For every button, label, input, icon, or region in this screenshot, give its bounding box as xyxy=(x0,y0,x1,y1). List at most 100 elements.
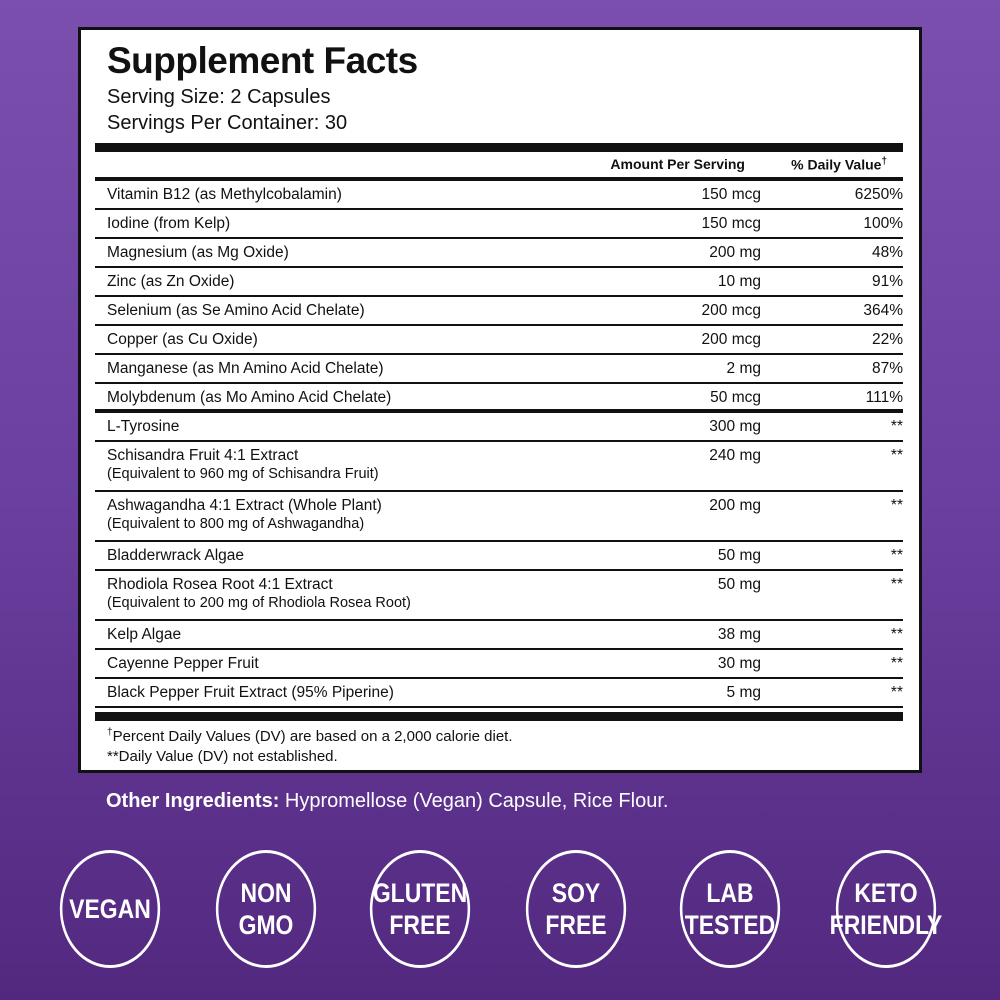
ingredient: Bladderwrack Algae xyxy=(95,547,611,565)
badge-text: FRIENDLY xyxy=(829,910,943,940)
amount: 150 mcg xyxy=(701,215,761,232)
amount: 38 mg xyxy=(717,626,761,643)
amount: 50 mg xyxy=(717,576,761,593)
ingredient-name: Bladderwrack Algae xyxy=(107,547,244,564)
footnote-text: Percent Daily Values (DV) are based on a… xyxy=(112,728,513,745)
ingredient-name: Molybdenum (as Mo Amino Acid Chelate) xyxy=(107,389,392,406)
amount: 10 mg xyxy=(717,273,761,290)
badge: LAB TESTED xyxy=(679,850,781,968)
ingredient-note: (Equivalent to 960 mg of Schisandra Frui… xyxy=(107,466,379,482)
badge-text: TESTED xyxy=(684,910,776,940)
daily-value: ** xyxy=(890,418,903,435)
ingredient-name: Cayenne Pepper Fruit xyxy=(107,655,259,672)
badge: KETO FRIENDLY xyxy=(830,850,942,968)
other-ingredients: Other Ingredients: Hypromellose (Vegan) … xyxy=(106,790,668,813)
table-row: Vitamin B12 (as Methylcobalamin) 150 mcg 6… xyxy=(95,181,903,210)
badge: GLUTEN FREE xyxy=(369,850,471,968)
badge-text: VEGAN xyxy=(69,894,151,924)
table: Vitamin B12 (as Methylcobalamin) 150 mcg 6… xyxy=(95,181,903,708)
ingredient-name: Copper (as Cu Oxide) xyxy=(107,331,258,348)
amount: 30 mg xyxy=(717,655,761,672)
table-row: Cayenne Pepper Fruit 30 mg ** xyxy=(95,650,903,679)
ingredient-name: Rhodiola Rosea Root 4:1 Extract xyxy=(107,576,333,593)
daily-value: 364% xyxy=(863,302,903,319)
text: Hypromellose (Vegan) Capsule, Rice Flour… xyxy=(284,790,669,812)
mark: † xyxy=(107,727,113,738)
daily-value: ** xyxy=(890,547,903,564)
daily-value: 6250% xyxy=(854,186,903,203)
ingredient-name: Schisandra Fruit 4:1 Extract xyxy=(107,447,299,464)
table-row: Manganese (as Mn Amino Acid Chelate) 2 mg… xyxy=(95,355,903,384)
ingredient: Zinc (as Zn Oxide) xyxy=(95,273,611,291)
table-row: Copper (as Cu Oxide) 200 mcg 22% xyxy=(95,326,903,355)
ingredient: Ashwagandha 4:1 Extract (Whole Plant) (Eq… xyxy=(95,497,611,533)
ingredient-name: Iodine (from Kelp) xyxy=(107,215,231,232)
footnote: †Percent Daily Values (DV) are based on … xyxy=(107,727,513,745)
daily-value: ** xyxy=(890,497,903,514)
ingredient-name: L-Tyrosine xyxy=(107,418,180,435)
badge-text: LAB xyxy=(706,878,754,908)
badge-text: NON xyxy=(240,878,292,908)
ingredient: Molybdenum (as Mo Amino Acid Chelate) xyxy=(95,389,611,407)
daily-value: 48% xyxy=(871,244,903,261)
mark: † xyxy=(881,156,887,167)
amount: 200 mcg xyxy=(701,302,761,319)
ingredient: Cayenne Pepper Fruit xyxy=(95,655,611,673)
daily-value: 100% xyxy=(863,215,903,232)
daily-value: ** xyxy=(890,684,903,701)
amount: 300 mg xyxy=(709,418,761,435)
divider xyxy=(95,143,903,152)
ingredient-name: Vitamin B12 (as Methylcobalamin) xyxy=(107,186,342,203)
column-header: Amount Per Serving xyxy=(610,156,745,172)
serving-size: Serving Size: 2 Capsules xyxy=(107,86,331,108)
ingredient: Iodine (from Kelp) xyxy=(95,215,611,233)
badge-text: GMO xyxy=(238,910,294,940)
ingredient-name: Ashwagandha 4:1 Extract (Whole Plant) xyxy=(107,497,382,514)
daily-value: 87% xyxy=(871,360,903,377)
ingredient: Magnesium (as Mg Oxide) xyxy=(95,244,611,262)
footnote: **Daily Value (DV) not established. xyxy=(107,748,338,765)
ingredient: Rhodiola Rosea Root 4:1 Extract (Equivale… xyxy=(95,576,611,612)
daily-value: ** xyxy=(890,655,903,672)
column-header: % Daily Value xyxy=(791,156,882,173)
daily-value: ** xyxy=(890,447,903,464)
ingredient-name: Black Pepper Fruit Extract (95% Piperine… xyxy=(107,684,394,701)
daily-value: 111% xyxy=(865,389,903,406)
amount: 200 mcg xyxy=(701,331,761,348)
ingredient: Manganese (as Mn Amino Acid Chelate) xyxy=(95,360,611,378)
column-header: % Daily Value† xyxy=(791,156,887,173)
table-row: Schisandra Fruit 4:1 Extract (Equivalent … xyxy=(95,442,903,492)
amount: 5 mg xyxy=(726,684,761,701)
amount: 240 mg xyxy=(709,447,761,464)
table-row: Bladderwrack Algae 50 mg ** xyxy=(95,542,903,571)
daily-value: 91% xyxy=(871,273,903,290)
badge: VEGAN xyxy=(59,850,161,968)
table-row: Kelp Algae 38 mg ** xyxy=(95,621,903,650)
ingredient: Copper (as Cu Oxide) xyxy=(95,331,611,349)
divider xyxy=(95,712,903,721)
ingredient: Kelp Algae xyxy=(95,626,611,644)
table-row: L-Tyrosine 300 mg ** xyxy=(95,413,903,442)
badge: NON GMO xyxy=(215,850,317,968)
ingredient-name: Zinc (as Zn Oxide) xyxy=(107,273,235,290)
servings-per-container: Servings Per Container: 30 xyxy=(107,112,348,134)
ingredient: Black Pepper Fruit Extract (95% Piperine… xyxy=(95,684,611,702)
table-row: Molybdenum (as Mo Amino Acid Chelate) 50 … xyxy=(95,384,903,413)
table-row: Black Pepper Fruit Extract (95% Piperine… xyxy=(95,679,903,708)
ingredient-name: Manganese (as Mn Amino Acid Chelate) xyxy=(107,360,384,377)
ingredient: Vitamin B12 (as Methylcobalamin) xyxy=(95,186,611,204)
table-row: Magnesium (as Mg Oxide) 200 mg 48% xyxy=(95,239,903,268)
divider xyxy=(95,177,903,181)
ingredient-name: Kelp Algae xyxy=(107,626,182,643)
badge-text: KETO xyxy=(854,878,918,908)
label: Other Ingredients: xyxy=(106,790,280,812)
badge-text: FREE xyxy=(545,910,607,940)
daily-value: ** xyxy=(890,576,903,593)
ingredient-note: (Equivalent to 200 mg of Rhodiola Rosea … xyxy=(107,595,411,611)
table-row: Zinc (as Zn Oxide) 10 mg 91% xyxy=(95,268,903,297)
table-row: Rhodiola Rosea Root 4:1 Extract (Equivale… xyxy=(95,571,903,621)
badge: SOY FREE xyxy=(525,850,627,968)
table-row: Iodine (from Kelp) 150 mcg 100% xyxy=(95,210,903,239)
badge-text: SOY xyxy=(551,878,601,908)
